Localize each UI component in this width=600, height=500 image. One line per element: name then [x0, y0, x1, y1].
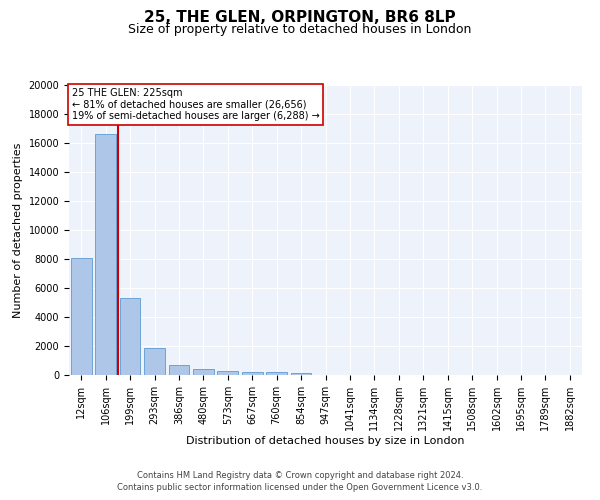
Bar	[217, 371, 238, 375]
Text: Size of property relative to detached houses in London: Size of property relative to detached ho…	[128, 24, 472, 36]
Bar	[119, 298, 140, 375]
Text: Contains public sector information licensed under the Open Government Licence v3: Contains public sector information licen…	[118, 483, 482, 492]
Bar	[144, 348, 165, 375]
Bar	[290, 373, 311, 375]
Bar	[193, 370, 214, 375]
Bar	[266, 372, 287, 375]
Text: 25, THE GLEN, ORPINGTON, BR6 8LP: 25, THE GLEN, ORPINGTON, BR6 8LP	[144, 10, 456, 25]
Bar	[95, 134, 116, 375]
Bar	[242, 372, 263, 375]
Y-axis label: Number of detached properties: Number of detached properties	[13, 142, 23, 318]
Bar	[169, 365, 190, 375]
Bar	[71, 258, 92, 375]
Text: Contains HM Land Registry data © Crown copyright and database right 2024.: Contains HM Land Registry data © Crown c…	[137, 472, 463, 480]
X-axis label: Distribution of detached houses by size in London: Distribution of detached houses by size …	[186, 436, 465, 446]
Text: 25 THE GLEN: 225sqm
← 81% of detached houses are smaller (26,656)
19% of semi-de: 25 THE GLEN: 225sqm ← 81% of detached ho…	[71, 88, 319, 121]
